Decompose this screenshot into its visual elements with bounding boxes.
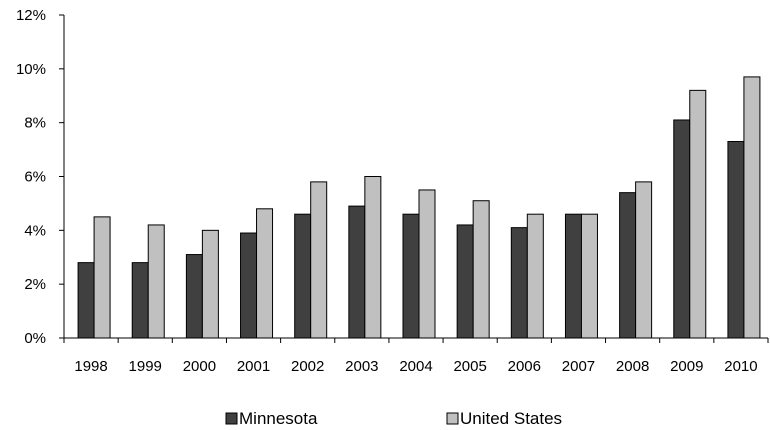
y-axis: 0% 2% 4% 6% 8% 10% 12% — [16, 7, 65, 347]
legend-swatch — [446, 412, 459, 425]
bar-minnesota — [456, 224, 474, 339]
bar-minnesota — [77, 262, 95, 339]
legend-label: Minnesota — [239, 409, 318, 428]
bar-united-states — [418, 189, 436, 339]
bar-minnesota — [619, 192, 637, 339]
y-tick-label: 6% — [24, 169, 46, 186]
y-tick-label: 12% — [16, 7, 46, 24]
bar-united-states — [364, 176, 382, 339]
bar-minnesota — [240, 232, 258, 339]
bar-minnesota — [673, 119, 691, 339]
bar-minnesota — [727, 141, 745, 339]
bar-minnesota — [294, 213, 312, 339]
y-tick-label: 10% — [16, 61, 46, 78]
x-tick-label: 2000 — [183, 358, 216, 375]
bar-united-states — [689, 89, 707, 339]
x-axis: 1998 1999 2000 2001 2002 2003 2004 2005 2006 2007… — [63, 337, 769, 375]
x-tick-label: 2007 — [562, 358, 595, 375]
bar-united-states — [526, 213, 544, 339]
bar-united-states — [472, 200, 490, 339]
x-tick-label: 2006 — [508, 358, 541, 375]
bar-united-states — [635, 181, 653, 339]
x-tick-label: 1998 — [74, 358, 107, 375]
bar-united-states — [93, 216, 111, 339]
x-tick-label: 2004 — [399, 358, 432, 375]
bar-minnesota — [348, 205, 366, 339]
y-tick-label: 8% — [24, 115, 46, 132]
bar-minnesota — [131, 262, 149, 339]
x-tick-label: 2002 — [291, 358, 324, 375]
y-tick-label: 4% — [24, 222, 46, 239]
bar-united-states — [580, 213, 598, 339]
bar-united-states — [256, 208, 274, 339]
legend-label: United States — [460, 409, 562, 428]
y-tick-label: 0% — [24, 330, 46, 347]
legend-swatch — [225, 412, 238, 425]
bar-united-states — [743, 76, 761, 339]
x-tick-label: 2003 — [345, 358, 378, 375]
x-tick-label: 1999 — [129, 358, 162, 375]
bar-united-states — [147, 224, 165, 339]
bar-united-states — [310, 181, 328, 339]
x-tick-label: 2010 — [724, 358, 757, 375]
bar-minnesota — [402, 213, 420, 339]
y-tick-label: 2% — [24, 276, 46, 293]
x-tick-label: 2001 — [237, 358, 270, 375]
bar-minnesota — [510, 227, 528, 339]
bar-united-states — [201, 229, 219, 339]
legend: Minnesota United States — [225, 409, 562, 428]
x-tick-label: 2008 — [616, 358, 649, 375]
x-tick-label: 2005 — [453, 358, 486, 375]
x-tick-label: 2009 — [670, 358, 703, 375]
bars — [77, 76, 761, 339]
bar-minnesota — [564, 213, 582, 339]
bar-minnesota — [185, 254, 203, 339]
